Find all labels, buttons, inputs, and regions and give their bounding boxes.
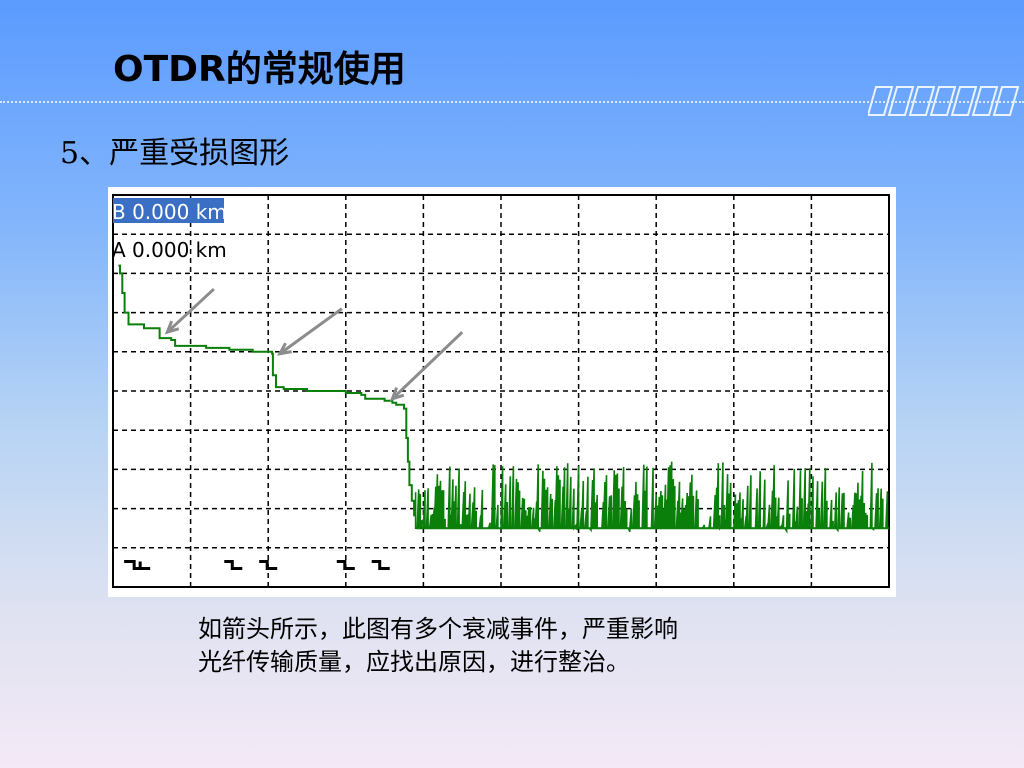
otdr-trace-chart: B 0.000 km A 0.000 km xyxy=(112,194,890,588)
event-marker xyxy=(224,560,243,571)
annotation-arrow xyxy=(391,331,464,400)
annotation-arrow xyxy=(278,307,343,355)
caption-line-1: 如箭头所示，此图有多个衰减事件，严重影响 xyxy=(198,615,678,643)
trace-line xyxy=(118,264,416,517)
cursor-b-label: B 0.000 km xyxy=(112,200,227,224)
otdr-trace-panel: B 0.000 km A 0.000 km xyxy=(108,187,896,597)
event-marker xyxy=(124,560,151,571)
annotation-arrowhead xyxy=(277,342,292,356)
plot-grid xyxy=(113,195,889,587)
cursor-b-highlight xyxy=(113,198,224,223)
annotation-arrowhead xyxy=(389,387,405,402)
title-divider xyxy=(0,101,1024,103)
annotation-arrows xyxy=(164,287,464,402)
trace-group xyxy=(118,264,889,534)
slide-caption: 如箭头所示，此图有多个衰减事件，严重影响 光纤传输质量，应找出原因，进行整治。 xyxy=(198,613,678,679)
cursor-a-label: A 0.000 km xyxy=(112,238,227,262)
section-heading: 5、严重受损图形 xyxy=(60,136,290,171)
event-marker xyxy=(371,560,390,571)
event-marker xyxy=(336,560,355,571)
decorative-chevron-band xyxy=(868,86,1020,116)
caption-line-2: 光纤传输质量，应找出原因，进行整治。 xyxy=(198,648,630,676)
event-markers xyxy=(124,560,390,571)
annotation-arrowhead xyxy=(164,320,180,335)
event-marker xyxy=(259,560,278,571)
slide-title: OTDR的常规使用 xyxy=(113,49,406,90)
annotation-arrow xyxy=(166,287,215,334)
